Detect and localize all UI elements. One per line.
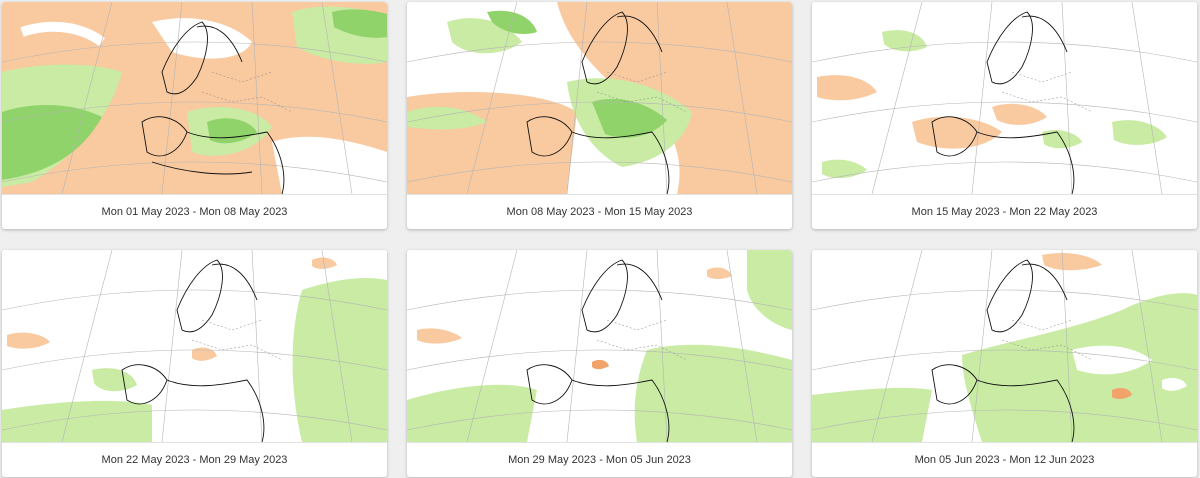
forecast-card-week-2[interactable]: Mon 08 May 2023 - Mon 15 May 2023: [407, 2, 792, 229]
anomaly-map: [2, 250, 387, 442]
anomaly-map: [812, 2, 1197, 194]
anomaly-map: [812, 250, 1197, 442]
forecast-card-week-5[interactable]: Mon 29 May 2023 - Mon 05 Jun 2023: [407, 250, 792, 477]
date-range-label: Mon 05 Jun 2023 - Mon 12 Jun 2023: [812, 442, 1197, 477]
date-range-label: Mon 08 May 2023 - Mon 15 May 2023: [407, 194, 792, 229]
date-range-label: Mon 15 May 2023 - Mon 22 May 2023: [812, 194, 1197, 229]
anomaly-map: [407, 2, 792, 194]
forecast-card-week-6[interactable]: Mon 05 Jun 2023 - Mon 12 Jun 2023: [812, 250, 1197, 477]
anomaly-map: [407, 250, 792, 442]
date-range-label: Mon 29 May 2023 - Mon 05 Jun 2023: [407, 442, 792, 477]
date-range-label: Mon 22 May 2023 - Mon 29 May 2023: [2, 442, 387, 477]
anomaly-map: [2, 2, 387, 194]
forecast-card-week-1[interactable]: Mon 01 May 2023 - Mon 08 May 2023: [2, 2, 387, 229]
date-range-label: Mon 01 May 2023 - Mon 08 May 2023: [2, 194, 387, 229]
forecast-card-week-4[interactable]: Mon 22 May 2023 - Mon 29 May 2023: [2, 250, 387, 477]
forecast-card-week-3[interactable]: Mon 15 May 2023 - Mon 22 May 2023: [812, 2, 1197, 229]
